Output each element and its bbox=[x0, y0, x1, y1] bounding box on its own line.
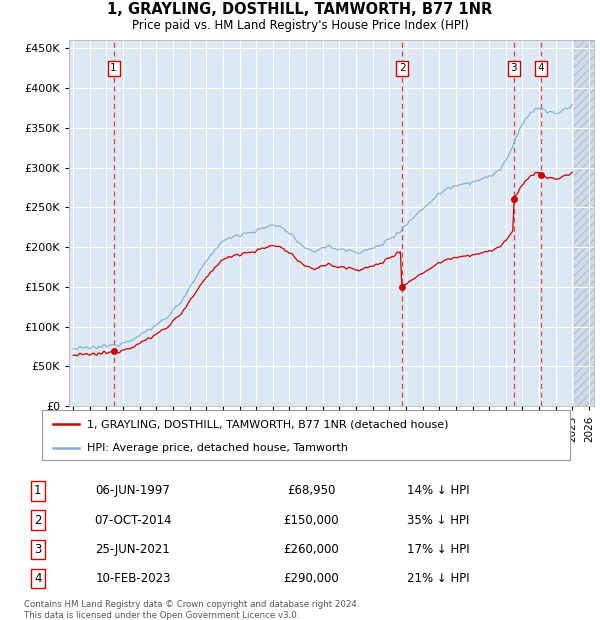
Text: 3: 3 bbox=[511, 63, 517, 73]
Text: 1, GRAYLING, DOSTHILL, TAMWORTH, B77 1NR (detached house): 1, GRAYLING, DOSTHILL, TAMWORTH, B77 1NR… bbox=[87, 419, 448, 429]
Text: 17% ↓ HPI: 17% ↓ HPI bbox=[407, 543, 470, 556]
Text: 1: 1 bbox=[110, 63, 117, 73]
Text: HPI: Average price, detached house, Tamworth: HPI: Average price, detached house, Tamw… bbox=[87, 443, 348, 453]
Text: 4: 4 bbox=[34, 572, 41, 585]
Text: £150,000: £150,000 bbox=[284, 514, 340, 527]
FancyBboxPatch shape bbox=[42, 410, 570, 460]
Text: 21% ↓ HPI: 21% ↓ HPI bbox=[407, 572, 470, 585]
Text: 1, GRAYLING, DOSTHILL, TAMWORTH, B77 1NR: 1, GRAYLING, DOSTHILL, TAMWORTH, B77 1NR bbox=[107, 2, 493, 17]
Text: 1: 1 bbox=[34, 484, 41, 497]
Text: 06-JUN-1997: 06-JUN-1997 bbox=[95, 484, 170, 497]
Text: Price paid vs. HM Land Registry's House Price Index (HPI): Price paid vs. HM Land Registry's House … bbox=[131, 19, 469, 32]
Text: 10-FEB-2023: 10-FEB-2023 bbox=[95, 572, 171, 585]
Text: 07-OCT-2014: 07-OCT-2014 bbox=[94, 514, 172, 527]
Text: £260,000: £260,000 bbox=[284, 543, 340, 556]
Text: 25-JUN-2021: 25-JUN-2021 bbox=[95, 543, 170, 556]
Text: 2: 2 bbox=[399, 63, 406, 73]
Text: 35% ↓ HPI: 35% ↓ HPI bbox=[407, 514, 469, 527]
Bar bbox=[574, 40, 600, 406]
Text: 3: 3 bbox=[34, 543, 41, 556]
Text: 14% ↓ HPI: 14% ↓ HPI bbox=[407, 484, 470, 497]
Text: £290,000: £290,000 bbox=[284, 572, 340, 585]
Text: 2: 2 bbox=[34, 514, 41, 527]
Text: Contains HM Land Registry data © Crown copyright and database right 2024.
This d: Contains HM Land Registry data © Crown c… bbox=[24, 600, 359, 619]
Text: 4: 4 bbox=[538, 63, 544, 73]
Text: £68,950: £68,950 bbox=[287, 484, 336, 497]
